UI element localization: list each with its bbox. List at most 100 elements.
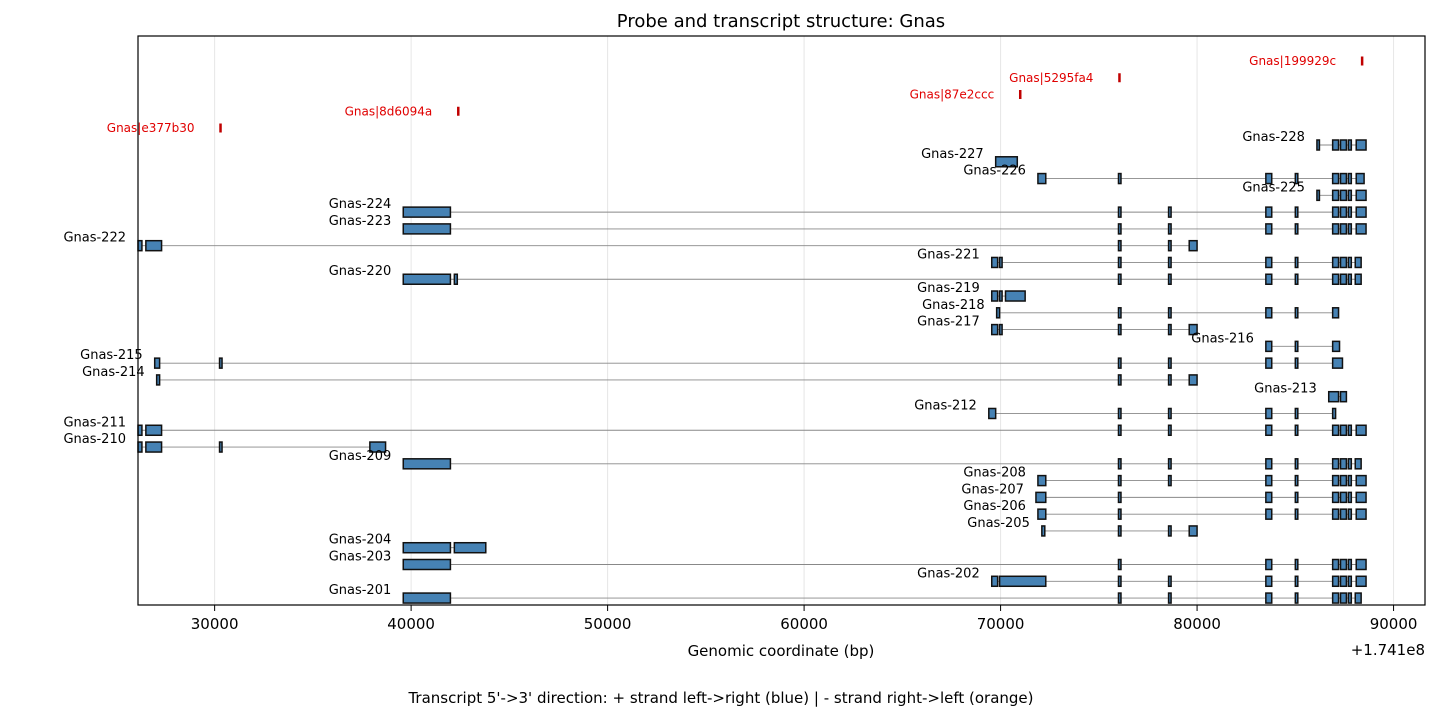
exon-block xyxy=(1316,189,1321,202)
exon-block xyxy=(402,223,452,235)
exon-block xyxy=(1355,508,1367,520)
exon-block xyxy=(1339,474,1348,487)
exon-block xyxy=(1355,172,1365,185)
exon-block xyxy=(1339,206,1348,218)
exon-block xyxy=(1331,307,1340,319)
exon-block xyxy=(998,575,1047,588)
exon-block xyxy=(1037,172,1047,185)
exon-block xyxy=(1037,508,1047,520)
transcript-label: Gnas-201 xyxy=(329,583,392,598)
exon-block xyxy=(1339,558,1348,571)
exon-block xyxy=(1339,424,1348,437)
exon-block xyxy=(1265,508,1273,520)
exon-block xyxy=(1117,206,1122,218)
transcript-label: Gnas-204 xyxy=(329,533,392,548)
transcript-label: Gnas-219 xyxy=(917,281,980,296)
exon-block xyxy=(1167,223,1172,235)
exon-block xyxy=(1294,357,1299,369)
transcript-label: Gnas-208 xyxy=(963,466,1026,481)
transcript-gnas-213: Gnas-213 xyxy=(1254,382,1348,403)
exon-block xyxy=(1117,239,1122,252)
exon-block xyxy=(1117,525,1122,537)
transcript-gnas-206: Gnas-206 xyxy=(963,499,1367,520)
exon-block xyxy=(1331,508,1340,520)
exon-block xyxy=(1354,458,1362,470)
exon-block xyxy=(1265,558,1273,571)
exon-block xyxy=(1188,374,1198,386)
exon-block xyxy=(1167,407,1172,420)
exon-block xyxy=(1117,508,1122,520)
exon-block xyxy=(1327,390,1340,403)
exon-block xyxy=(1331,474,1340,487)
transcript-label: Gnas-223 xyxy=(329,214,392,229)
exon-block xyxy=(1265,592,1273,604)
exon-block xyxy=(1331,357,1344,369)
exon-block xyxy=(1167,206,1172,218)
exon-block xyxy=(1354,256,1362,269)
exon-block xyxy=(453,273,459,285)
transcript-label: Gnas-213 xyxy=(1254,382,1317,397)
exon-block xyxy=(1347,458,1353,470)
exon-block xyxy=(369,441,387,453)
probe-label: Gnas|87e2ccc xyxy=(910,88,995,102)
exon-block xyxy=(1339,508,1348,520)
transcript-gnas-201: Gnas-201 xyxy=(329,583,1362,604)
exon-block xyxy=(1316,139,1321,151)
exon-block xyxy=(1294,407,1299,420)
exon-block xyxy=(1294,172,1299,185)
exon-block xyxy=(1294,491,1299,504)
exon-block xyxy=(1004,290,1026,302)
exon-block xyxy=(1117,357,1122,369)
exon-block xyxy=(1331,273,1340,285)
transcript-label: Gnas-222 xyxy=(63,231,126,246)
exon-block xyxy=(1331,340,1341,353)
transcript-gnas-226: Gnas-226 xyxy=(963,164,1365,185)
exon-block xyxy=(988,407,997,420)
transcript-label: Gnas-202 xyxy=(917,566,980,581)
x-tick-label: 40000 xyxy=(387,615,435,633)
exon-block xyxy=(1355,206,1367,218)
exon-block xyxy=(1339,223,1348,235)
exon-block xyxy=(990,575,999,588)
exon-block xyxy=(990,256,999,269)
exon-block xyxy=(1265,340,1273,353)
exon-block xyxy=(1167,239,1172,252)
transcript-gnas-207: Gnas-207 xyxy=(961,482,1367,504)
exon-block xyxy=(1117,256,1122,269)
exon-block xyxy=(1167,357,1172,369)
exon-block xyxy=(1294,558,1299,571)
exon-block xyxy=(1294,340,1299,353)
transcript-label: Gnas-206 xyxy=(963,499,1026,514)
transcript-gnas-221: Gnas-221 xyxy=(917,247,1362,269)
exon-block xyxy=(402,273,452,285)
exon-block xyxy=(1331,491,1340,504)
exon-block xyxy=(1354,273,1362,285)
grid-lines xyxy=(214,36,1395,605)
exon-block xyxy=(1265,223,1273,235)
exon-block xyxy=(1265,273,1273,285)
exon-block xyxy=(1331,256,1340,269)
transcript-gnas-220: Gnas-220 xyxy=(329,264,1362,285)
x-tick-label: 50000 xyxy=(584,615,632,633)
exon-block xyxy=(1117,273,1122,285)
transcript-gnas-228: Gnas-228 xyxy=(1242,130,1367,151)
exon-block xyxy=(1294,273,1299,285)
exon-block xyxy=(1167,374,1172,386)
x-tick-label: 30000 xyxy=(191,615,239,633)
transcript-label: Gnas-203 xyxy=(329,550,392,565)
exon-block xyxy=(218,357,223,369)
exon-block xyxy=(998,256,1003,269)
transcript-tracks: Gnas-228 Gnas-227 Gnas-226 Gnas-225 Gnas-224… xyxy=(63,130,1367,604)
exon-block xyxy=(990,290,999,302)
exon-block xyxy=(1117,374,1122,386)
exon-block xyxy=(1355,189,1367,202)
exon-block xyxy=(1167,273,1172,285)
exon-block xyxy=(1188,525,1198,537)
exon-block xyxy=(1117,592,1122,604)
exon-block xyxy=(998,290,1003,302)
exon-block xyxy=(453,541,487,554)
transcript-gnas-215: Gnas-215 xyxy=(80,348,1344,369)
transcript-label: Gnas-216 xyxy=(1191,331,1254,346)
transcript-gnas-208: Gnas-208 xyxy=(963,466,1367,487)
transcript-label: Gnas-226 xyxy=(963,164,1026,179)
